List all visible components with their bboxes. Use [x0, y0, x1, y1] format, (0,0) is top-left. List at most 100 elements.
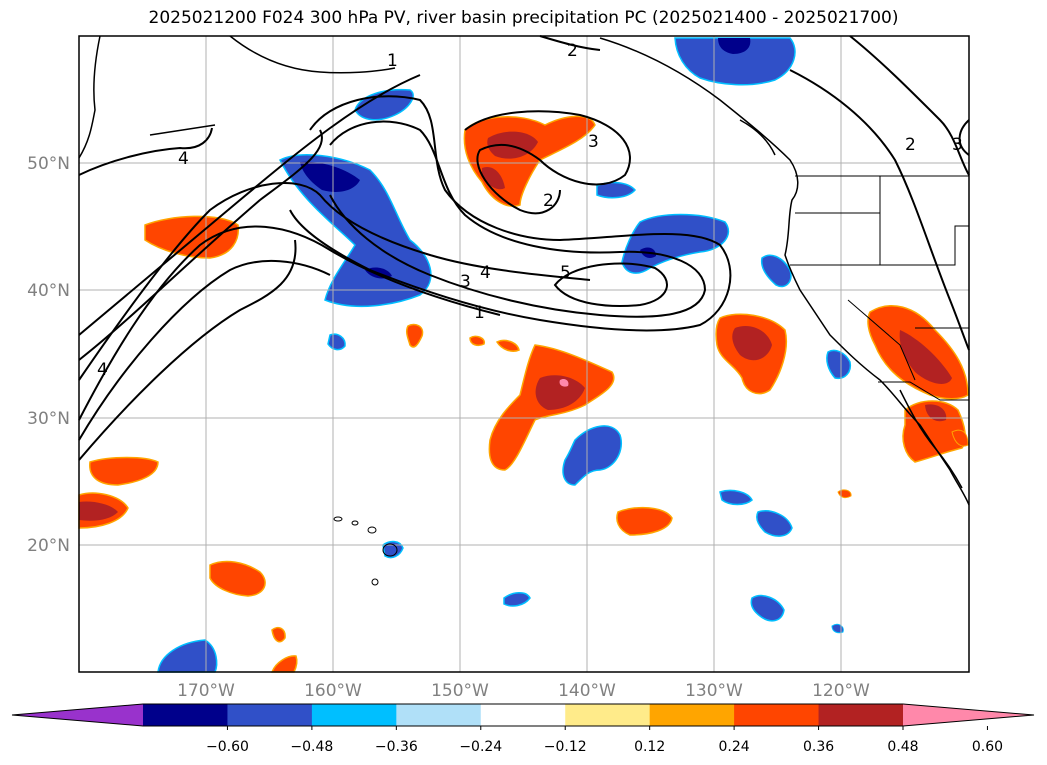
precip-pos-area: [495, 339, 520, 352]
pv-label: 3: [588, 132, 599, 152]
precip-neg-area: [756, 510, 793, 537]
lat-label-20n: 20°N: [27, 536, 70, 556]
colorbar-segment: [734, 704, 820, 726]
pv-contour-nw: [78, 127, 213, 176]
colorbar-segment: [565, 704, 651, 726]
colorbar-extend-min: [12, 704, 143, 726]
colorbar-segment: [227, 704, 313, 726]
lat-label-30n: 30°N: [27, 409, 70, 429]
alaska-coast: [78, 35, 101, 159]
north-america-west-coast: [599, 37, 970, 506]
lon-label-150w: 150°W: [431, 681, 489, 701]
aleutian-arc: [149, 124, 216, 136]
pv-contour-ne-hook: [958, 119, 970, 156]
pv-label: 3: [952, 135, 963, 155]
precip-pos-area: [951, 429, 969, 447]
precip-neg-area: [327, 333, 346, 351]
precip-neg-core: [718, 38, 751, 54]
colorbar-tick-label: −0.60: [206, 739, 249, 755]
lon-label-130w: 130°W: [685, 681, 743, 701]
precip-pos-area: [271, 626, 286, 643]
figure-title: 2025021200 F024 300 hPa PV, river basin …: [148, 8, 899, 28]
state-border: [847, 299, 916, 381]
colorbar-extend-max: [903, 704, 1034, 726]
lon-label-170w: 170°W: [177, 681, 235, 701]
pv-contour-ring-mid: [329, 120, 707, 318]
state-border: [790, 225, 969, 266]
colorbar-tick-label: −0.12: [544, 739, 587, 755]
precip-pos-core: [535, 375, 585, 410]
pv-contour-ring-inner: [553, 262, 668, 307]
pv-contour-2: [78, 129, 323, 361]
baja-coast: [899, 389, 963, 489]
longitude-labels: 170°W 160°W 150°W 140°W 130°W 120°W: [177, 681, 870, 701]
precip-neg-area: [826, 349, 852, 380]
pv-label: 2: [567, 41, 578, 61]
colorbar-tick-label: 0.60: [972, 739, 1003, 755]
pv-label: 3: [460, 272, 471, 292]
colorbar-segment: [649, 704, 735, 726]
colorbar-tick-label: 0.48: [887, 739, 918, 755]
pv-label: 2: [905, 135, 916, 155]
lon-label-120w: 120°W: [812, 681, 870, 701]
pv-label: 5: [560, 263, 571, 283]
precip-pos-area: [406, 323, 424, 348]
colorbar-outline: [11, 703, 1035, 727]
precip-pos-core: [925, 404, 947, 422]
map-frame: [78, 35, 970, 673]
pv-contour-5: [78, 225, 501, 421]
lon-label-160w: 160°W: [304, 681, 362, 701]
pv-contour-4: [78, 182, 591, 381]
us-mexico-border: [878, 381, 969, 401]
pv-label: 4: [178, 149, 189, 169]
precip-neg-area: [750, 594, 785, 622]
alaska-south-coast: [229, 35, 396, 74]
colorbar-segment: [143, 704, 228, 726]
precip-neg-area: [674, 37, 796, 86]
pv-label: 1: [387, 51, 398, 71]
hawaii-islands: [333, 516, 398, 586]
precip-neg-area: [760, 254, 792, 288]
precip-pos-core: [899, 330, 952, 384]
pv-label: 2: [543, 191, 554, 211]
colorbar-tick-label: −0.24: [459, 739, 502, 755]
bc-islands: [739, 119, 776, 156]
lat-label-50n: 50°N: [27, 154, 70, 174]
pv-contours: [78, 35, 970, 461]
precip-pos-core: [79, 501, 118, 521]
precip-pos-area: [902, 400, 966, 463]
precip-neg-area: [503, 592, 531, 607]
precip-pos-area: [270, 655, 298, 673]
pv-contour-ring-outer: [289, 95, 732, 332]
pv-contour-upper-loop: [464, 110, 631, 215]
pv-contour-east: [789, 69, 970, 351]
precip-pos-core: [732, 325, 772, 361]
pv-contour-ne: [849, 35, 970, 176]
precip-pos-core: [482, 166, 505, 190]
colorbar-segment: [480, 704, 566, 726]
precip-pos-area: [616, 506, 673, 536]
lat-label-40n: 40°N: [27, 281, 70, 301]
precip-pos-max: [559, 378, 569, 387]
borders: [790, 175, 969, 401]
colorbar-tick-label: −0.48: [290, 739, 333, 755]
pv-contour-north: [539, 35, 601, 51]
pv-contour-labels: 1 2 2 3 3 4 4 5 1 2 3 4: [97, 41, 963, 380]
pv-label: 4: [480, 263, 491, 283]
latitude-labels: 50°N 40°N 30°N 20°N: [27, 154, 70, 556]
colorbar-tick-label: 0.24: [719, 739, 750, 755]
colorbar-segment: [311, 704, 397, 726]
precip-pos-area: [209, 560, 266, 597]
colorbar-segment: [396, 704, 482, 726]
precip-pos-area: [144, 215, 240, 259]
lon-label-140w: 140°W: [558, 681, 616, 701]
precip-neg-core: [300, 161, 360, 192]
colorbar-tick-label: 0.12: [634, 739, 665, 755]
coastlines: [78, 35, 970, 506]
pv-contour-1: [78, 74, 421, 336]
precip-neg-area: [719, 489, 753, 506]
precip-pos-area: [469, 335, 485, 347]
pv-contour-7: [78, 239, 297, 461]
graticule: [79, 36, 969, 672]
